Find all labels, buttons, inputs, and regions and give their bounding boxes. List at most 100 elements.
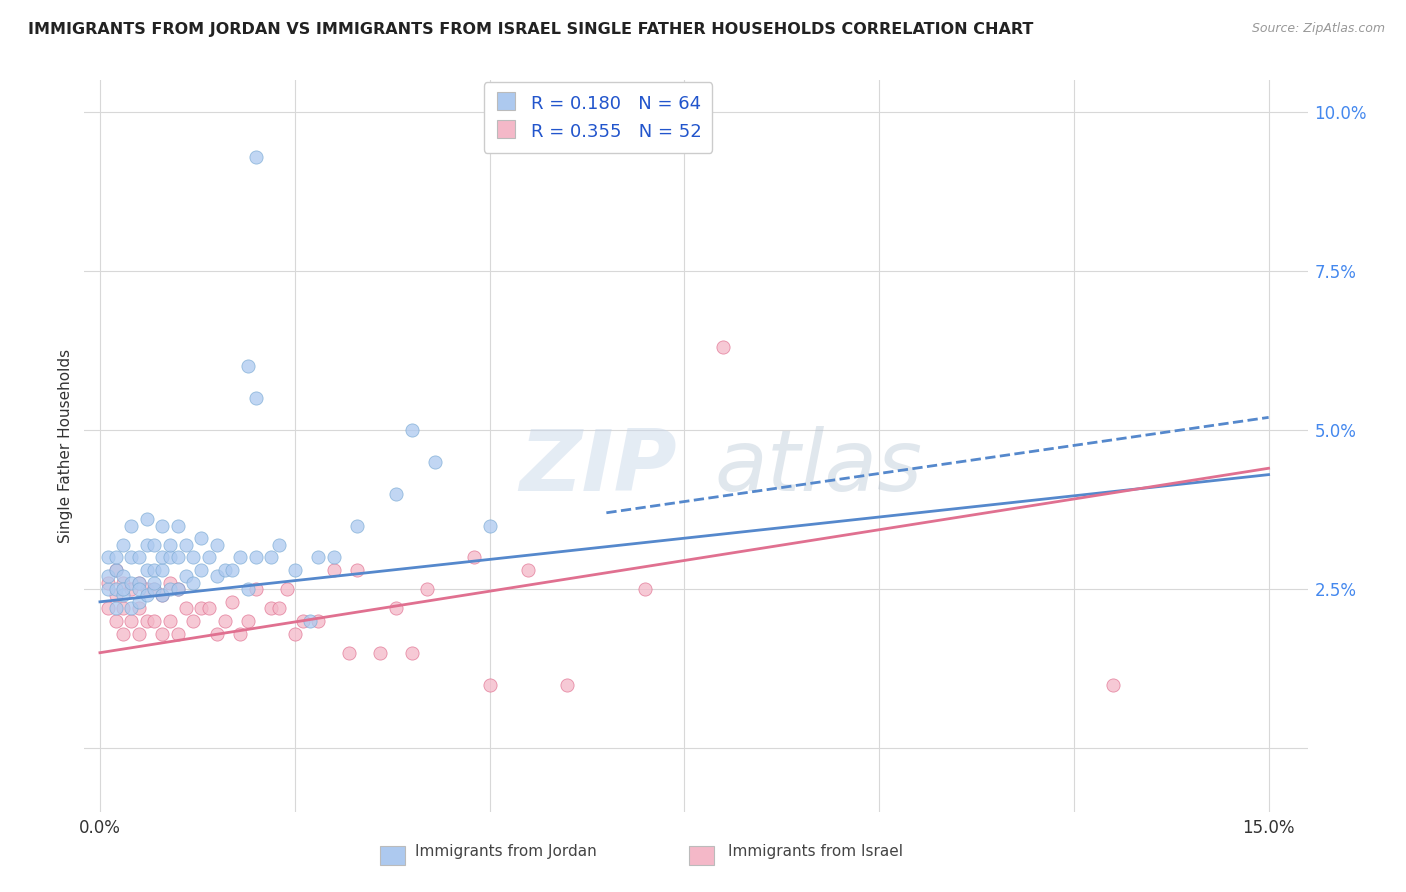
Point [128,595,150,609]
Point [221,595,243,609]
Point [128,575,150,590]
Point [104,582,127,596]
Point [97,569,120,583]
Point [166,582,188,596]
Text: atlas: atlas [714,426,922,509]
Point [104,614,127,628]
Point [322,563,344,577]
Point [337,646,360,660]
Point [159,582,181,596]
Point [104,563,127,577]
Point [97,601,120,615]
Point [190,563,212,577]
Point [284,626,307,640]
Point [205,626,228,640]
Point [269,601,291,615]
Point [198,550,221,565]
Point [205,538,228,552]
Point [401,423,423,437]
Point [112,575,135,590]
Point [174,569,197,583]
Point [221,563,243,577]
Point [463,550,485,565]
Point [143,582,166,596]
Text: IMMIGRANTS FROM JORDAN VS IMMIGRANTS FROM ISRAEL SINGLE FATHER HOUSEHOLDS CORREL: IMMIGRANTS FROM JORDAN VS IMMIGRANTS FRO… [28,22,1033,37]
Point [183,575,205,590]
Point [183,550,205,565]
Point [276,582,298,596]
Point [166,550,188,565]
Point [214,614,236,628]
Point [229,550,252,565]
Point [401,646,423,660]
Point [97,575,120,590]
Point [291,614,314,628]
Point [135,589,157,603]
Point [128,550,150,565]
Text: Source: ZipAtlas.com: Source: ZipAtlas.com [1251,22,1385,36]
Point [370,646,392,660]
Point [143,575,166,590]
Point [112,601,135,615]
Point [236,614,259,628]
Point [245,550,267,565]
Point [205,569,228,583]
Point [128,626,150,640]
Point [97,550,120,565]
Point [229,626,252,640]
Point [135,614,157,628]
Point [120,518,142,533]
Point [97,582,120,596]
Point [245,582,267,596]
Point [214,563,236,577]
Point [190,601,212,615]
Point [159,550,181,565]
Point [135,563,157,577]
Text: Immigrants from Israel: Immigrants from Israel [728,845,903,859]
Point [104,589,127,603]
Point [284,563,307,577]
Text: ZIP: ZIP [519,426,676,509]
Point [112,538,135,552]
Point [307,614,329,628]
Point [174,538,197,552]
Point [143,582,166,596]
Point [143,563,166,577]
Point [120,614,142,628]
Point [557,677,579,691]
Point [150,589,173,603]
Point [143,538,166,552]
Point [128,601,150,615]
Point [478,677,501,691]
Text: Immigrants from Jordan: Immigrants from Jordan [415,845,598,859]
Point [269,538,291,552]
Point [112,582,135,596]
Point [135,512,157,526]
Point [517,563,540,577]
Point [150,518,173,533]
Point [385,486,408,500]
Point [299,614,322,628]
Point [423,455,446,469]
Point [307,550,329,565]
Y-axis label: Single Father Households: Single Father Households [58,349,73,543]
Point [260,601,283,615]
Point [128,582,150,596]
Point [245,150,267,164]
Point [416,582,439,596]
Point [150,563,173,577]
Point [1101,677,1123,691]
Point [166,626,188,640]
Point [174,601,197,615]
Point [143,614,166,628]
Point [120,582,142,596]
Point [236,359,259,374]
Point [112,626,135,640]
Point [322,550,344,565]
Point [198,601,221,615]
Point [346,518,368,533]
Point [245,392,267,406]
Point [183,614,205,628]
Point [159,538,181,552]
Point [104,601,127,615]
